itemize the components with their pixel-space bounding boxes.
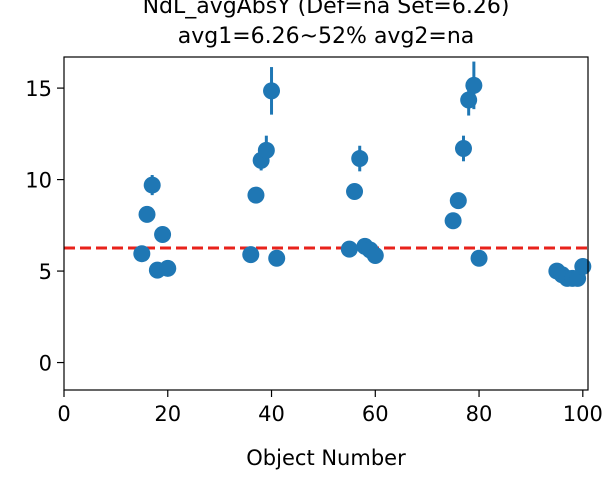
data-point-21 [460,91,478,109]
data-point-5 [159,259,177,277]
data-point-1 [138,205,156,223]
data-point-17 [366,247,384,265]
y-tick-label-0: 0 [39,352,52,376]
data-point-12 [340,240,358,258]
data-point-11 [268,249,286,267]
data-point-13 [346,182,364,200]
data-point-4 [154,225,172,243]
data-point-19 [449,192,467,210]
plot-area [64,61,592,287]
data-point-22 [465,76,483,94]
data-point-0 [133,245,151,263]
chart-title-line-2: avg1=6.26~52% avg2=na [178,24,475,49]
y-tick-label-2: 10 [25,169,52,193]
x-tick-label-4: 80 [466,402,493,426]
data-point-9 [257,141,275,159]
plot-frame [63,56,589,391]
data-point-10 [263,82,281,100]
y-tick-label-3: 15 [25,77,52,101]
axes: 0 20 40 60 80 100 0 5 10 15 [25,77,603,426]
x-tick-label-3: 60 [362,402,389,426]
data-point-2 [143,176,161,194]
x-axis-label: Object Number [246,446,406,470]
y-tick-label-1: 5 [39,260,52,284]
x-tick-label-5: 100 [563,402,603,426]
chart-title-line-1: NdL_avgAbsY (Def=na Set=6.26) [143,0,510,19]
x-tick-label-2: 40 [258,402,285,426]
data-point-29 [574,257,592,275]
data-point-7 [247,186,265,204]
data-point-14 [351,150,369,168]
x-tick-label-1: 20 [154,402,181,426]
data-point-20 [454,139,472,157]
data-point-23 [470,249,488,267]
data-point-18 [444,212,462,230]
data-point-6 [242,246,260,264]
x-tick-label-0: 0 [57,402,70,426]
